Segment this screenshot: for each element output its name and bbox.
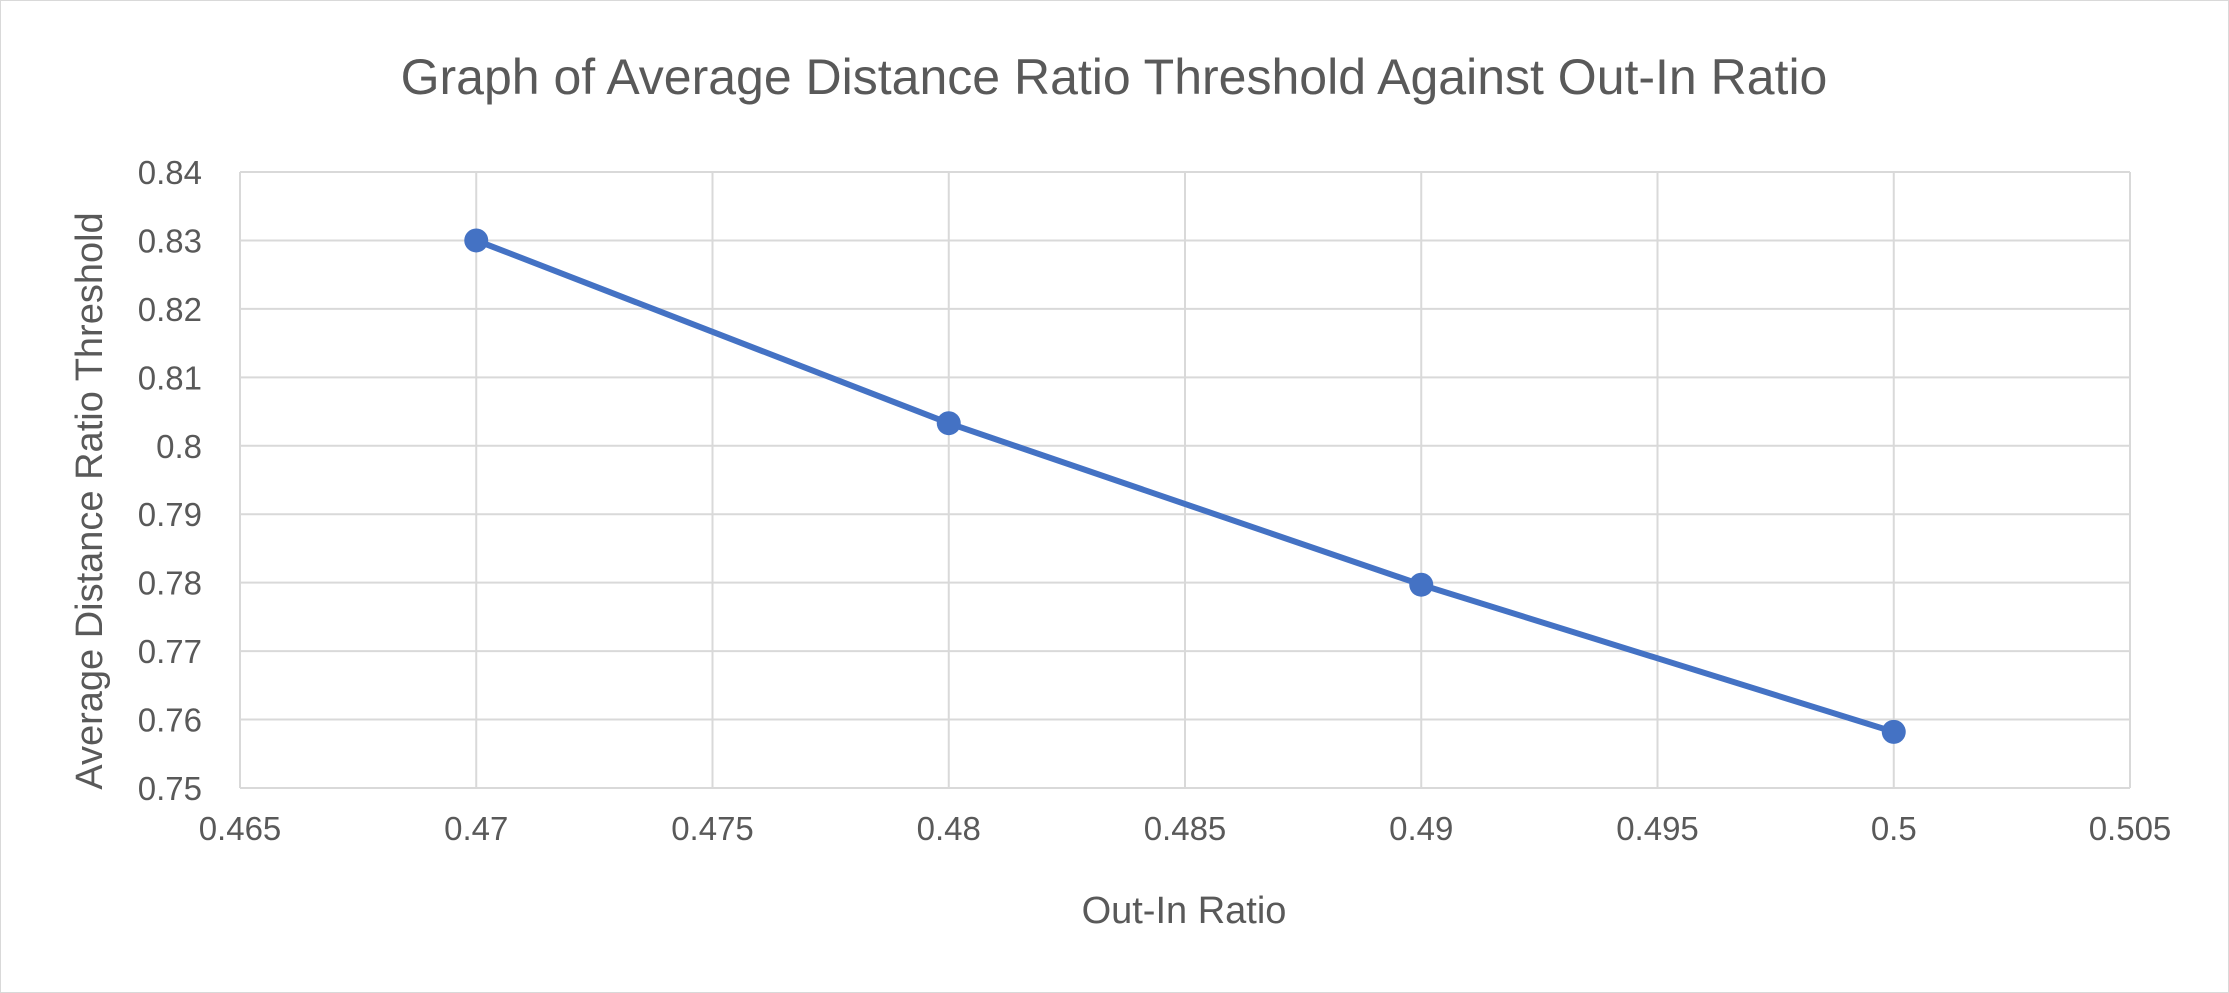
axis-layer — [239, 172, 2130, 789]
x-tick-label: 0.495 — [1616, 810, 1699, 847]
chart-title: Graph of Average Distance Ratio Threshol… — [401, 49, 1828, 105]
data-point — [1881, 719, 1906, 744]
x-tick-label: 0.5 — [1871, 810, 1917, 847]
y-tick-label: 0.78 — [138, 565, 202, 602]
x-tick-label: 0.49 — [1389, 810, 1453, 847]
y-tick-label: 0.82 — [138, 291, 202, 328]
data-point — [464, 228, 489, 253]
x-tick-label: 0.485 — [1144, 810, 1227, 847]
x-tick-label: 0.48 — [917, 810, 981, 847]
y-tick-label: 0.75 — [138, 770, 202, 807]
y-tick-label: 0.77 — [138, 633, 202, 670]
x-tick-label: 0.475 — [671, 810, 754, 847]
y-tick-label: 0.79 — [138, 496, 202, 533]
tick-layer: 0.465 0.47 0.475 0.48 0.485 0.49 0.495 0.5 0.505… — [138, 154, 2172, 847]
grid-layer — [239, 171, 2131, 789]
x-tick-label: 0.505 — [2089, 810, 2172, 847]
y-tick-label: 0.83 — [138, 222, 202, 259]
data-point — [936, 411, 961, 436]
data-point — [1409, 572, 1434, 597]
y-tick-label: 0.76 — [138, 702, 202, 739]
x-tick-label: 0.47 — [444, 810, 508, 847]
y-tick-label: 0.84 — [138, 154, 202, 191]
series-line — [473, 237, 1897, 735]
series-layer — [464, 228, 1906, 744]
x-axis-title: Out-In Ratio — [1082, 890, 1287, 932]
y-tick-label: 0.81 — [138, 359, 202, 396]
y-tick-label: 0.8 — [156, 428, 202, 465]
x-tick-label: 0.465 — [199, 810, 282, 847]
y-axis-title: Average Distance Ratio Threshold — [69, 212, 111, 789]
